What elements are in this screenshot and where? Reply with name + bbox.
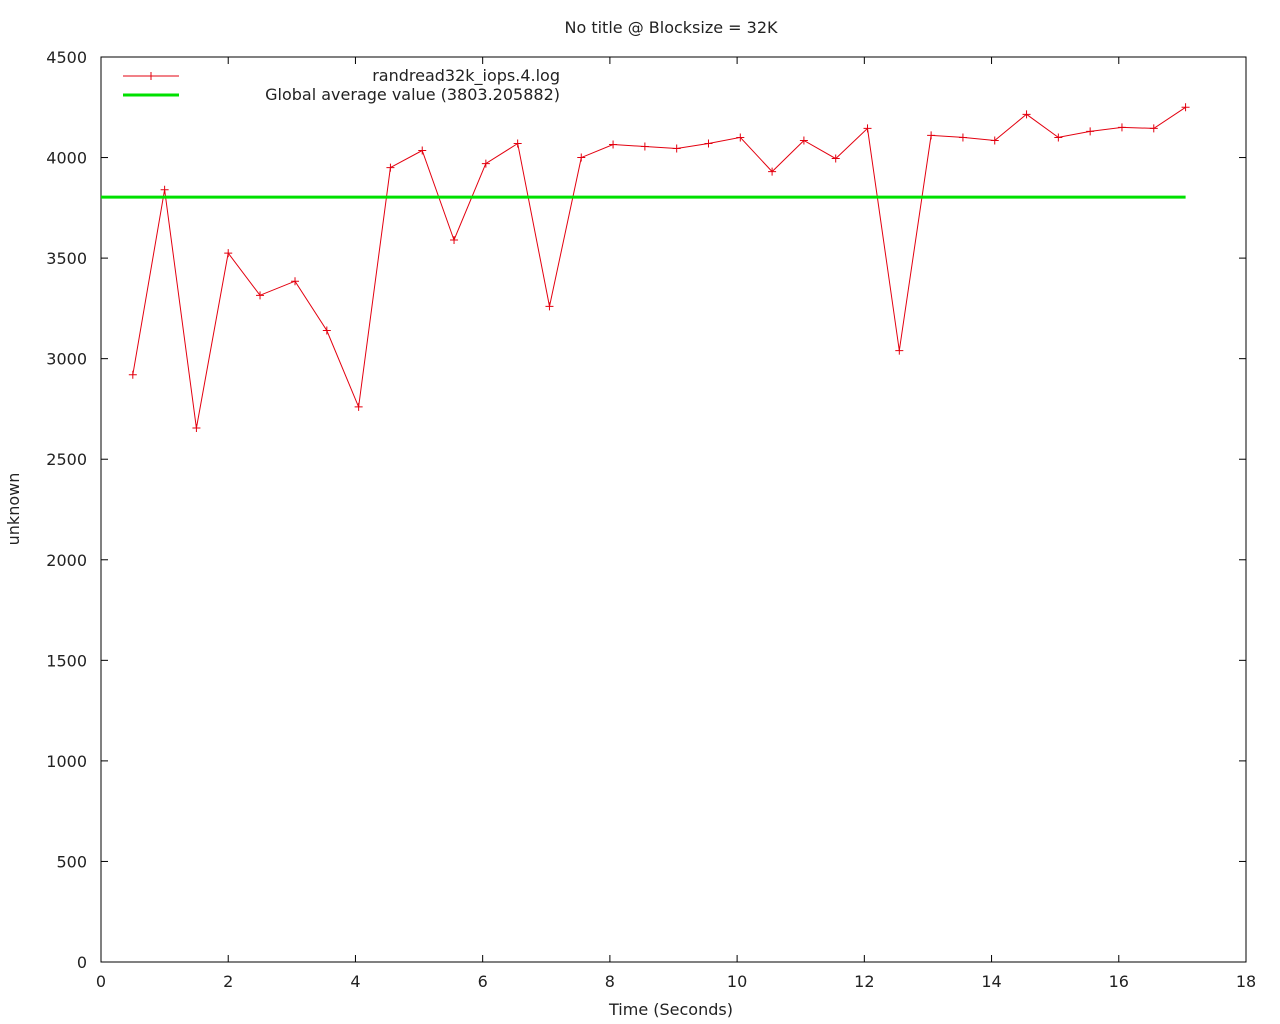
legend-marker — [147, 72, 155, 80]
plot-frame — [100, 56, 1247, 963]
x-tick-label: 14 — [981, 972, 1001, 991]
data-point-marker — [1181, 103, 1190, 112]
data-point-marker — [990, 136, 999, 145]
data-point-marker — [577, 153, 586, 162]
y-tick-label: 500 — [56, 852, 87, 871]
data-point-marker — [672, 144, 681, 153]
data-point-marker — [704, 139, 713, 148]
x-tick-label: 12 — [854, 972, 874, 991]
x-tick-label: 0 — [96, 972, 106, 991]
data-point-marker — [481, 159, 490, 168]
data-point-marker — [418, 146, 427, 155]
y-tick-label: 0 — [77, 953, 87, 972]
y-tick-label: 1500 — [46, 651, 87, 670]
data-point-marker — [927, 131, 936, 140]
data-point-marker — [354, 402, 363, 411]
data-point-marker — [1149, 124, 1158, 133]
data-point-marker — [768, 167, 777, 176]
data-point-marker — [160, 185, 169, 194]
x-tick-label: 8 — [605, 972, 615, 991]
data-point-marker — [799, 136, 808, 145]
y-tick-label: 2000 — [46, 551, 87, 570]
chart-title: No title @ Blocksize = 32K — [564, 18, 778, 37]
data-point-marker — [863, 124, 872, 133]
axis-tick-labels: 0 2 4 6 8 10 12 14 16 18 0 500 1000 1500 2000 2500 3000 3… — [46, 48, 1256, 991]
data-point-marker — [192, 424, 201, 433]
data-point-marker — [291, 277, 300, 286]
x-tick-label: 4 — [350, 972, 360, 991]
y-tick-label: 3500 — [46, 249, 87, 268]
y-tick-label: 1000 — [46, 752, 87, 771]
x-tick-label: 10 — [727, 972, 747, 991]
data-point-marker — [450, 236, 459, 245]
y-tick-label: 4500 — [46, 48, 87, 67]
series-line — [132, 106, 1186, 429]
y-axis-label: unknown — [4, 473, 23, 546]
data-point-marker — [831, 154, 840, 163]
data-point-marker — [958, 133, 967, 142]
data-point-marker — [1086, 127, 1095, 136]
x-tick-label: 6 — [478, 972, 488, 991]
axis-ticks — [100, 56, 1247, 963]
data-point-marker — [736, 133, 745, 142]
data-point-marker — [1054, 133, 1063, 142]
data-point-marker — [224, 249, 233, 258]
data-point-marker — [513, 139, 522, 148]
y-tick-label: 3000 — [46, 350, 87, 369]
data-point-marker — [1117, 123, 1126, 132]
legend-label: Global average value (3803.205882) — [265, 85, 560, 104]
data-point-marker — [895, 346, 904, 355]
y-tick-label: 2500 — [46, 450, 87, 469]
series-layer — [101, 103, 1190, 433]
x-tick-label: 2 — [223, 972, 233, 991]
data-point-marker — [128, 370, 137, 379]
data-point-marker — [256, 291, 265, 300]
data-point-marker — [322, 326, 331, 335]
x-tick-label: 18 — [1236, 972, 1256, 991]
data-point-marker — [386, 163, 395, 172]
data-point-marker — [1022, 110, 1031, 119]
data-point-marker — [545, 302, 554, 311]
data-point-marker — [609, 140, 618, 149]
y-tick-label: 4000 — [46, 149, 87, 168]
x-tick-label: 16 — [1109, 972, 1129, 991]
data-point-marker — [640, 142, 649, 151]
x-axis-label: Time (Seconds) — [608, 1000, 733, 1019]
legend-label: randread32k_iops.4.log — [372, 66, 560, 86]
